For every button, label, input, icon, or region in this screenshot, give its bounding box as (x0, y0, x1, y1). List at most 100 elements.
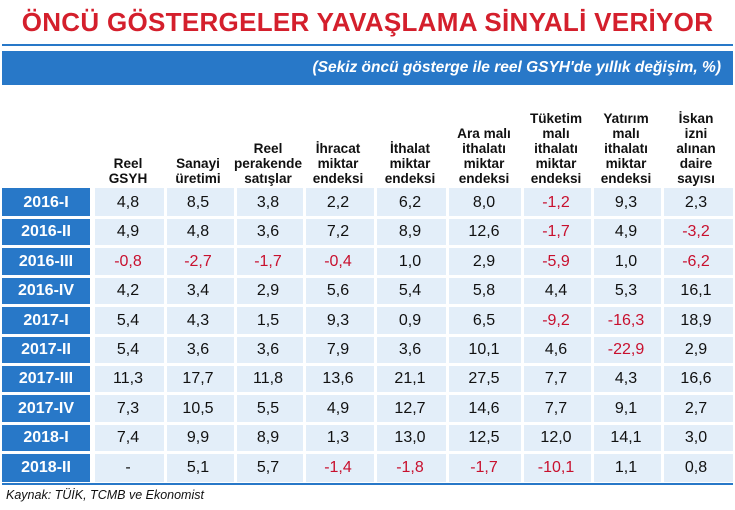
row-separator (2, 362, 733, 366)
table-cell: 12,0 (540, 429, 572, 447)
table-cell: -0,8 (114, 252, 142, 270)
table-cell: 10,1 (468, 341, 500, 358)
table-cell: 4,9 (614, 223, 638, 241)
table-cell: 13,0 (394, 429, 426, 447)
title-rule (2, 44, 733, 46)
table-cell: -1,7 (254, 252, 282, 270)
column-header-8: Yatırım malı ithalatı miktar endeksi (592, 88, 660, 186)
column-header-label: İskan izni alınan daire sayısı (676, 111, 716, 186)
table-cell: 12,6 (468, 223, 500, 241)
table-cell: 4,3 (614, 370, 638, 388)
column-header-7: Tüketim malı ithalatı miktar endeksi (522, 88, 590, 186)
column-header-label: İhracat miktar endeksi (312, 141, 364, 186)
table-cell: 1,3 (326, 429, 350, 447)
table-cell: 8,9 (398, 223, 422, 241)
row-period-label: 2016-II (2, 217, 90, 247)
table-cell: -22,9 (607, 341, 645, 358)
table-cell: 14,6 (468, 399, 500, 417)
row-separator (2, 333, 733, 337)
table-cell: 7,2 (326, 223, 350, 241)
table-cell: 2,3 (684, 194, 708, 211)
table-row (94, 276, 733, 306)
column-header-4: İhracat miktar endeksi (304, 88, 372, 186)
table-cell: 16,6 (680, 370, 712, 388)
table-cell: 9,1 (614, 399, 638, 417)
table-cell: 11,3 (113, 370, 143, 388)
table-cell: 7,7 (544, 399, 568, 417)
table-cell: 4,8 (186, 223, 210, 241)
table-cell: 2,7 (684, 399, 708, 417)
table-cell: -9,2 (542, 311, 570, 329)
table-row (94, 217, 733, 247)
column-header-3: Reel perakende satışlar (234, 88, 302, 186)
row-period-label: 2016-I (2, 188, 90, 217)
table-cell: 9,3 (614, 194, 638, 211)
table-cell: 14,1 (610, 429, 642, 447)
column-header-label: Reel GSYH (108, 156, 148, 186)
row-separator (2, 421, 733, 425)
row-period-label: 2017-III (2, 364, 90, 394)
row-period-label: 2016-IV (2, 276, 90, 306)
table-row (94, 305, 733, 335)
column-header-6: Ara malı ithalatı miktar endeksi (448, 88, 520, 186)
table-cell: 21,1 (394, 370, 426, 388)
row-period-label: 2017-I (2, 305, 90, 335)
table-cell: 5,8 (472, 282, 496, 300)
column-header-label: Reel perakende satışlar (234, 141, 303, 186)
table-cell: 4,9 (326, 399, 350, 417)
table-cell: -0,4 (324, 252, 352, 270)
row-separator (2, 245, 733, 249)
table-cell: 3,0 (684, 429, 708, 447)
table-row (94, 246, 733, 276)
table-cell: - (125, 458, 131, 476)
table-cell: 12,5 (468, 429, 500, 447)
table-cell: 2,9 (684, 341, 708, 358)
table-cell: 12,7 (394, 399, 426, 417)
table-cell: 6,5 (472, 311, 496, 329)
table-cell: 7,3 (116, 399, 140, 417)
table-cell: 0,8 (684, 458, 708, 476)
table-cell: 5,4 (398, 282, 422, 300)
table-cell: 4,8 (116, 194, 140, 211)
table-cell: 4,9 (116, 223, 140, 241)
column-header-5: İthalat miktar endeksi (376, 88, 444, 186)
column-header-2: Sanayi üretimi (164, 88, 232, 186)
column-header-label: Tüketim malı ithalatı miktar endeksi (529, 111, 583, 186)
row-separator (2, 215, 733, 219)
table-row (94, 452, 733, 482)
table-cell: 3,6 (186, 341, 210, 358)
row-period-label: 2016-III (2, 246, 90, 276)
table-cell: 27,5 (468, 370, 500, 388)
table-cell: 11,8 (253, 370, 283, 388)
row-separator (2, 451, 733, 455)
table-cell: 3,6 (256, 223, 280, 241)
table-cell: -1,7 (542, 223, 570, 241)
table-cell: 5,4 (116, 311, 140, 329)
table-cell: -1,7 (470, 458, 498, 476)
row-period-label: 2017-II (2, 335, 90, 364)
table-cell: -1,8 (396, 458, 424, 476)
table-cell: 10,5 (182, 399, 214, 417)
table-cell: 5,5 (256, 399, 280, 417)
table-row (94, 393, 733, 423)
table-cell: 3,8 (256, 194, 280, 211)
table-cell: 5,4 (116, 341, 140, 358)
table-cell: 2,9 (472, 252, 496, 270)
table-cell: 0,9 (398, 311, 422, 329)
source-note: Kaynak: TÜİK, TCMB ve Ekonomist (6, 488, 204, 502)
table-cell: 1,0 (614, 252, 638, 270)
column-header-label: Yatırım malı ithalatı miktar endeksi (600, 111, 652, 186)
table-cell: -10,1 (537, 458, 575, 476)
page-title: ÖNCÜ GÖSTERGELER YAVAŞLAMA SİNYALİ VERİY… (21, 7, 714, 37)
table-cell: 17,7 (182, 370, 214, 388)
table-cell: 1,5 (256, 311, 280, 329)
table-cell: 5,7 (256, 458, 280, 476)
row-period-label: 2018-II (2, 452, 90, 482)
table-row (94, 364, 733, 394)
table-row (94, 423, 733, 453)
table-cell: 8,0 (472, 194, 496, 211)
table-cell: 7,4 (116, 429, 140, 447)
subtitle-band: (Sekiz öncü gösterge ile reel GSYH'de yı… (2, 51, 733, 85)
table-cell: -5,9 (542, 252, 570, 270)
table-cell: 5,6 (326, 282, 350, 300)
